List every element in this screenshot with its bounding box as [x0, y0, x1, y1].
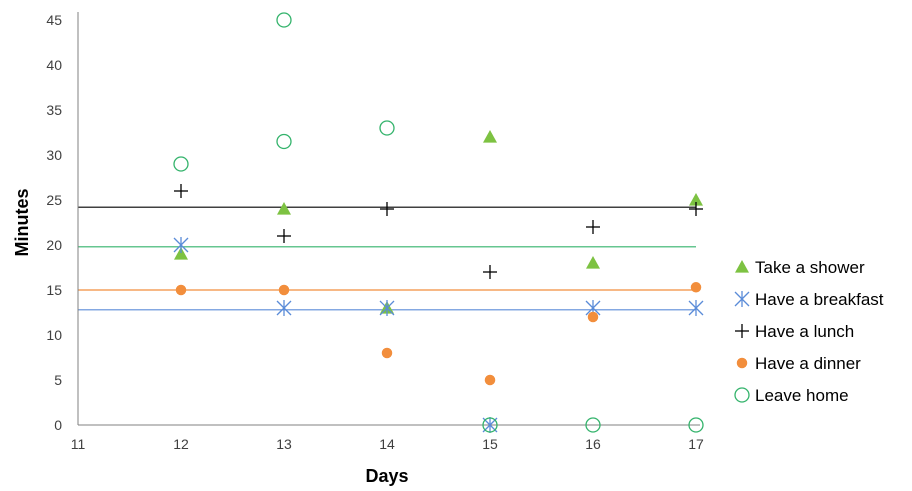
- x-tick-label: 16: [585, 436, 601, 452]
- x-tick-label: 15: [482, 436, 498, 452]
- legend-label: Leave home: [755, 386, 849, 405]
- y-tick-label: 30: [46, 147, 62, 163]
- open-circle-marker: [276, 12, 292, 28]
- y-axis-ticks: 0 5 10 15 20 25 30 35 40 45: [46, 12, 62, 433]
- open-circle-marker: [482, 417, 498, 433]
- plus-marker: [174, 184, 188, 198]
- y-tick-label: 40: [46, 57, 62, 73]
- open-circle-marker: [276, 133, 292, 150]
- legend-label: Have a breakfast: [755, 290, 884, 309]
- plus-marker: [380, 202, 394, 216]
- y-tick-label: 5: [54, 372, 62, 388]
- series-have-a-breakfast: [173, 237, 704, 433]
- legend-item: Have a breakfast: [734, 290, 884, 309]
- y-tick-label: 0: [54, 417, 62, 433]
- x-tick-label: 17: [688, 436, 704, 452]
- y-tick-label: 10: [46, 327, 62, 343]
- y-tick-label: 35: [46, 102, 62, 118]
- y-tick-label: 20: [46, 237, 62, 253]
- y-tick-label: 15: [46, 282, 62, 298]
- x-tick-label: 11: [71, 436, 86, 452]
- triangle-marker: [689, 193, 703, 206]
- data-markers: [173, 12, 704, 433]
- x-tick-label: 14: [379, 436, 395, 452]
- plus-marker: [277, 229, 291, 243]
- y-tick-label: 25: [46, 192, 62, 208]
- filled-circle-marker: [381, 347, 393, 359]
- x-tick-label: 12: [173, 436, 189, 452]
- open-circle-marker: [173, 156, 189, 172]
- filled-circle-marker: [587, 311, 599, 323]
- filled-circle-marker: [175, 284, 187, 296]
- series-have-a-dinner: [175, 282, 702, 386]
- open-circle-marker: [688, 417, 704, 433]
- open-circle-marker: [734, 387, 750, 403]
- legend: Take a shower Have a breakfast Have a lunc…: [734, 258, 884, 405]
- filled-circle-marker: [736, 357, 748, 369]
- filled-circle-marker: [690, 282, 702, 293]
- asterisk-marker: [734, 291, 750, 307]
- triangle-marker: [277, 202, 291, 215]
- legend-label: Have a lunch: [755, 322, 854, 341]
- asterisk-marker: [379, 300, 395, 316]
- y-axis-title: Minutes: [12, 188, 32, 256]
- asterisk-marker: [173, 237, 189, 253]
- asterisk-marker: [688, 300, 704, 316]
- legend-item: Leave home: [734, 386, 849, 405]
- filled-circle-marker: [484, 374, 496, 386]
- x-tick-label: 13: [276, 436, 292, 452]
- plus-marker: [483, 265, 497, 279]
- filled-circle-marker: [278, 284, 290, 296]
- series-take-a-shower: [174, 130, 703, 314]
- legend-label: Have a dinner: [755, 354, 861, 373]
- open-circle-marker: [379, 120, 395, 136]
- plus-marker: [586, 220, 600, 234]
- plus-marker: [735, 324, 749, 338]
- y-tick-label: 45: [46, 12, 62, 28]
- series-have-a-lunch: [174, 184, 703, 279]
- triangle-marker: [483, 130, 497, 143]
- legend-item: Take a shower: [735, 258, 865, 277]
- plus-marker: [689, 202, 703, 216]
- open-circle-marker: [585, 417, 601, 433]
- series-leave-home: [173, 12, 704, 433]
- x-axis-title: Days: [365, 466, 408, 486]
- mean-lines: [78, 206, 696, 311]
- triangle-marker: [586, 256, 600, 269]
- legend-item: Have a dinner: [736, 354, 861, 373]
- x-axis-ticks: 11 12 13 14 15 16 17: [71, 436, 704, 452]
- triangle-marker: [735, 260, 749, 273]
- triangle-marker: [174, 247, 188, 260]
- asterisk-marker: [276, 300, 292, 316]
- legend-item: Have a lunch: [735, 322, 854, 341]
- legend-label: Take a shower: [755, 258, 865, 277]
